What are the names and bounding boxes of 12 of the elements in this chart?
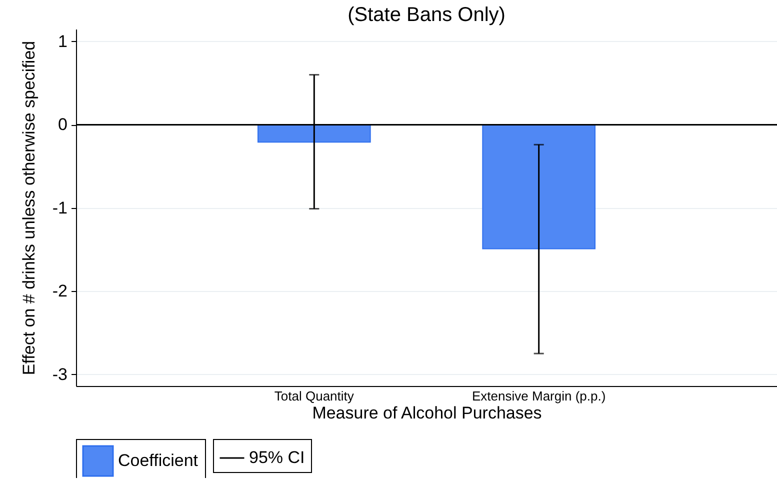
y-tick-label: -2 — [52, 282, 68, 301]
x-tick-label: Extensive Margin (p.p.) — [472, 388, 606, 404]
y-tick-label: 1 — [58, 32, 68, 51]
y-axis-title: Effect on # drinks unless otherwise specified — [19, 40, 38, 376]
x-tick-label: Total Quantity — [274, 388, 354, 404]
y-tick-label: 0 — [58, 115, 68, 134]
y-tick-label: -3 — [52, 364, 68, 384]
y-tick-label: -1 — [52, 198, 68, 218]
legend-label: Coefficient — [118, 451, 198, 470]
x-axis-title: Measure of Alcohol Purchases — [312, 404, 542, 422]
chart-title: (State Bans Only) — [348, 4, 506, 26]
text: 95% CI — [249, 448, 305, 467]
